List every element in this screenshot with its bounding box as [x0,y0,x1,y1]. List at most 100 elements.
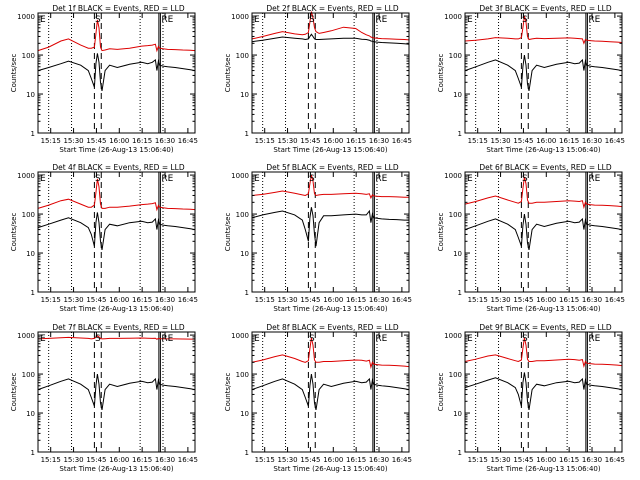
x-tick-label: 16:00 [109,296,129,304]
x-tick-label: 16:15 [132,137,152,145]
x-tick-label: 16:45 [178,137,198,145]
y-tick-label: 100 [22,211,35,219]
series-line-events [464,372,623,410]
marker-RE: RE [588,15,600,25]
x-tick-label: 16:00 [536,456,556,464]
y-tick-label: 1 [245,130,249,138]
y-axis-label: Counts/sec [10,213,18,252]
x-tick-label: 16:45 [605,456,625,464]
plot-frame [251,12,410,134]
y-tick-label: 1 [245,289,249,297]
y-tick-label: 10 [240,91,249,99]
x-tick-label: 16:30 [155,456,175,464]
x-tick-label: 15:15 [41,296,61,304]
marker-E: E [254,174,260,184]
marker-E: E [467,15,473,25]
series-line-events [251,33,410,45]
marker-RE: RE [588,174,600,184]
y-axis-label: Counts/sec [437,373,445,412]
x-tick-label: 15:45 [86,137,106,145]
panel-title: Det 5f BLACK = Events, RED = LLD [266,163,399,172]
x-axis-label: Start Time (26-Aug-13 15:06:40) [273,305,387,313]
x-axis-label: Start Time (26-Aug-13 15:06:40) [273,465,387,473]
y-tick-label: 10 [453,250,462,258]
x-tick-label: 16:45 [392,456,412,464]
series-line-events [37,53,196,91]
panel-9: 1 10 100 1000 15:15 15:30 15:45 16:00 16:15 16:30… [437,323,625,473]
marker-E: E [40,15,46,25]
y-axis-label: Counts/sec [224,213,232,252]
plot-frame [464,331,623,453]
series-line-lld [37,19,196,53]
panel-2: 1 10 100 1000 15:15 15:30 15:45 16:00 16:15 16:30… [224,4,412,154]
y-axis-label: Counts/sec [10,373,18,412]
marker-S: S [95,174,101,184]
x-tick-label: 16:45 [392,296,412,304]
y-tick-label: 100 [236,211,249,219]
y-tick-label: 10 [240,410,249,418]
x-tick-label: 16:15 [559,137,579,145]
x-tick-label: 15:30 [277,296,297,304]
panel-title: Det 9f BLACK = Events, RED = LLD [479,323,612,332]
x-tick-label: 16:15 [132,456,152,464]
x-tick-label: 16:15 [346,137,366,145]
panel-8: 1 10 100 1000 15:15 15:30 15:45 16:00 16:15 16:30… [224,323,412,473]
y-tick-label: 1000 [231,172,249,180]
y-axis-label: Counts/sec [224,54,232,93]
panel-3: 1 10 100 1000 15:15 15:30 15:45 16:00 16:15 16:30… [437,4,625,154]
y-tick-label: 1 [31,289,35,297]
y-axis-label: Counts/sec [437,54,445,93]
x-tick-label: 16:30 [369,137,389,145]
series-line-events [464,214,623,251]
x-axis-label: Start Time (26-Aug-13 15:06:40) [486,305,600,313]
x-tick-label: 16:00 [109,456,129,464]
marker-RE: RE [161,174,173,184]
y-tick-label: 100 [449,371,462,379]
x-tick-label: 15:15 [255,456,275,464]
marker-S: S [522,174,528,184]
y-tick-label: 100 [449,52,462,60]
y-tick-label: 1000 [444,172,462,180]
x-axis-label: Start Time (26-Aug-13 15:06:40) [486,465,600,473]
x-tick-label: 15:45 [300,456,320,464]
series-line-lld [464,337,623,368]
x-axis-label: Start Time (26-Aug-13 15:06:40) [59,146,173,154]
x-tick-label: 16:30 [582,456,602,464]
x-tick-label: 16:15 [132,296,152,304]
y-tick-label: 1000 [444,332,462,340]
marker-RE: RE [161,15,173,25]
x-tick-label: 15:30 [490,456,510,464]
x-tick-label: 16:45 [178,296,198,304]
y-tick-label: 1000 [17,332,35,340]
panel-1: 1 10 100 1000 15:15 15:30 15:45 16:00 16:15 16:30… [10,4,198,154]
x-tick-label: 15:45 [300,137,320,145]
x-tick-label: 16:45 [178,456,198,464]
x-tick-label: 15:15 [255,296,275,304]
series-line-events [251,374,410,411]
y-tick-label: 10 [26,410,35,418]
x-tick-label: 16:00 [323,456,343,464]
series-line-lld [37,335,195,340]
marker-E: E [467,334,473,344]
panel-title: Det 8f BLACK = Events, RED = LLD [266,323,399,332]
x-tick-label: 15:45 [513,137,533,145]
y-tick-label: 1 [31,130,35,138]
x-tick-label: 15:15 [255,137,275,145]
series-line-events [37,374,196,411]
panel-title: Det 6f BLACK = Events, RED = LLD [479,163,612,172]
marker-S: S [95,15,101,25]
marker-E: E [254,15,260,25]
x-tick-label: 16:30 [369,456,389,464]
x-tick-label: 15:15 [468,137,488,145]
panel-7: 1 10 100 1000 15:15 15:30 15:45 16:00 16:15 16:30… [10,323,198,473]
marker-S: S [522,15,528,25]
x-tick-label: 15:45 [300,296,320,304]
y-tick-label: 10 [26,250,35,258]
y-tick-label: 1 [458,130,462,138]
plot-frame [464,12,623,134]
plot-frame [464,171,623,293]
x-tick-label: 15:30 [63,296,83,304]
marker-RE: RE [375,174,387,184]
marker-S: S [309,15,315,25]
